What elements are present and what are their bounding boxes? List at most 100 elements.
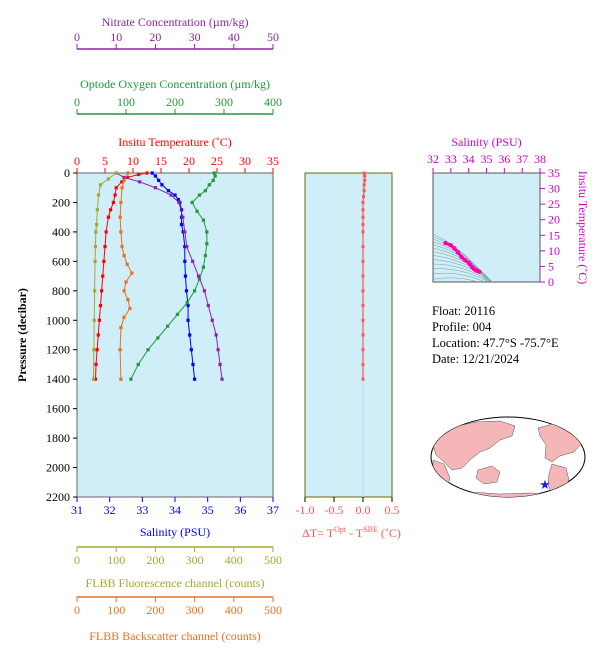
dt-axis-label-part: (˚C): [378, 526, 401, 540]
dt-data-point: [361, 245, 365, 249]
ts-salinity-axis-label: Salinity (PSU): [451, 135, 521, 149]
fluorescence-tick-label: 0: [74, 553, 80, 567]
pressure-tick-label: 400: [52, 225, 70, 239]
dt-axis-label-part: - T: [346, 526, 364, 540]
dt-axis-label-part: Opt: [334, 525, 347, 534]
salinity-data-point: [166, 189, 171, 193]
dt-axis-label-part: ΔT= T: [302, 526, 335, 540]
dt-axis-label-part: SBE: [363, 525, 378, 534]
ts-data-point: [455, 250, 461, 255]
temperature-data-point: [102, 259, 106, 263]
salinity-data-point: [157, 178, 161, 182]
backscatter-data-point: [130, 271, 134, 275]
dt-data-point: [361, 289, 365, 293]
map-south-america: [547, 463, 570, 497]
dt-tick-label: 0.0: [356, 503, 371, 517]
dt-data-point: [361, 348, 365, 352]
backscatter-data-point: [119, 326, 123, 330]
map-asia: [431, 420, 516, 471]
temperature-data-point: [106, 215, 110, 219]
salinity-data-point: [184, 289, 189, 293]
plot-area: [76, 172, 274, 498]
backscatter-data-point: [120, 245, 124, 249]
nitrate-tick-label: 20: [149, 30, 161, 44]
backscatter-axis-label: FLBB Backscatter channel (counts): [89, 629, 261, 643]
nitrate-tick-label: 40: [228, 30, 240, 44]
oxygen-tick-label: 400: [264, 95, 282, 109]
oxygen-data-point: [197, 193, 202, 197]
pressure-tick-label: 800: [52, 284, 70, 298]
ts-temp-tick-label: 30: [548, 182, 560, 196]
temperature-data-point: [94, 362, 98, 367]
nitrate-data-point: [177, 200, 181, 205]
oxygen-tick-label: 300: [215, 95, 233, 109]
salinity-data-point: [191, 362, 195, 367]
temperature-data-point: [125, 175, 129, 180]
salinity-data-point: [186, 318, 190, 322]
backscatter-data-point: [119, 377, 123, 381]
oxygen-data-point: [146, 348, 150, 352]
temperature-data-point: [97, 318, 101, 322]
fluorescence-data-point: [93, 289, 97, 293]
temperature-data-point: [96, 333, 100, 337]
ts-data-point: [462, 258, 468, 263]
salinity-tick-label: 35: [202, 503, 214, 517]
nitrate-tick-label: 50: [267, 30, 279, 44]
oxygen-tick-label: 200: [166, 95, 184, 109]
temperature-tick-label: 20: [183, 154, 195, 168]
oxygen-data-point: [185, 301, 189, 305]
dt-tick-label: 0.5: [385, 503, 400, 517]
float-location-star-icon: ★: [539, 477, 551, 492]
temperature-tick-label: 0: [74, 154, 80, 168]
salinity-data-point: [176, 197, 180, 202]
oxygen-data-point: [203, 189, 207, 193]
temperature-data-point: [120, 180, 124, 184]
fluorescence-tick-label: 100: [107, 553, 125, 567]
backscatter-tick-label: 200: [146, 603, 164, 617]
salinity-data-point: [193, 377, 197, 381]
temperature-data-point: [145, 171, 149, 175]
backscatter-data-point: [119, 230, 123, 234]
backscatter-data-point: [126, 171, 130, 175]
temperature-data-point: [111, 200, 115, 205]
ts-salinity-tick-label: 36: [498, 152, 510, 166]
backscatter-tick-label: 100: [107, 603, 125, 617]
pressure-tick-label: 1600: [46, 402, 70, 416]
dt-tick-label: -0.5: [325, 503, 344, 517]
oxygen-axis-label: Optode Oxygen Concentration (µm/kg): [80, 77, 270, 91]
nitrate-profile-line: [115, 172, 223, 380]
nitrate-data-point: [185, 245, 189, 249]
pressure-axis-label: Pressure (decibar): [15, 288, 29, 382]
nitrate-tick-label: 10: [110, 30, 122, 44]
dt-data-point: [361, 362, 365, 366]
pressure-tick-label: 1000: [46, 313, 70, 327]
backscatter-data-point: [122, 289, 126, 293]
salinity-data-point: [179, 208, 184, 212]
fluorescence-data-point: [94, 230, 98, 234]
nitrate-data-point: [138, 180, 142, 184]
ts-temp-tick-label: 20: [548, 213, 560, 227]
dt-data-point: [361, 274, 365, 278]
nitrate-data-point: [191, 259, 195, 263]
ts-temp-tick-label: 25: [548, 197, 560, 211]
ts-salinity-tick-label: 32: [427, 152, 439, 166]
backscatter-tick-label: 400: [225, 603, 243, 617]
oxygen-profile-line: [130, 172, 216, 380]
salinity-data-point: [173, 193, 177, 197]
temperature-data-point: [103, 245, 107, 249]
nitrate-data-point: [216, 348, 220, 352]
temperature-data-point: [104, 230, 108, 234]
nitrate-data-point: [196, 274, 201, 278]
ts-data-point: [443, 240, 448, 246]
salinity-tick-label: 32: [104, 503, 116, 517]
backscatter-data-point: [125, 262, 129, 266]
dt-data-point: [361, 259, 365, 263]
oxygen-data-point: [175, 312, 180, 316]
temperature-tick-label: 5: [102, 154, 108, 168]
salinity-data-point: [188, 333, 192, 337]
profile-date: Date: 12/21/2024: [432, 352, 520, 366]
pressure-tick-label: 1800: [46, 431, 70, 445]
ts-temp-tick-label: 15: [548, 228, 560, 242]
oxygen-tick-label: 0: [74, 95, 80, 109]
